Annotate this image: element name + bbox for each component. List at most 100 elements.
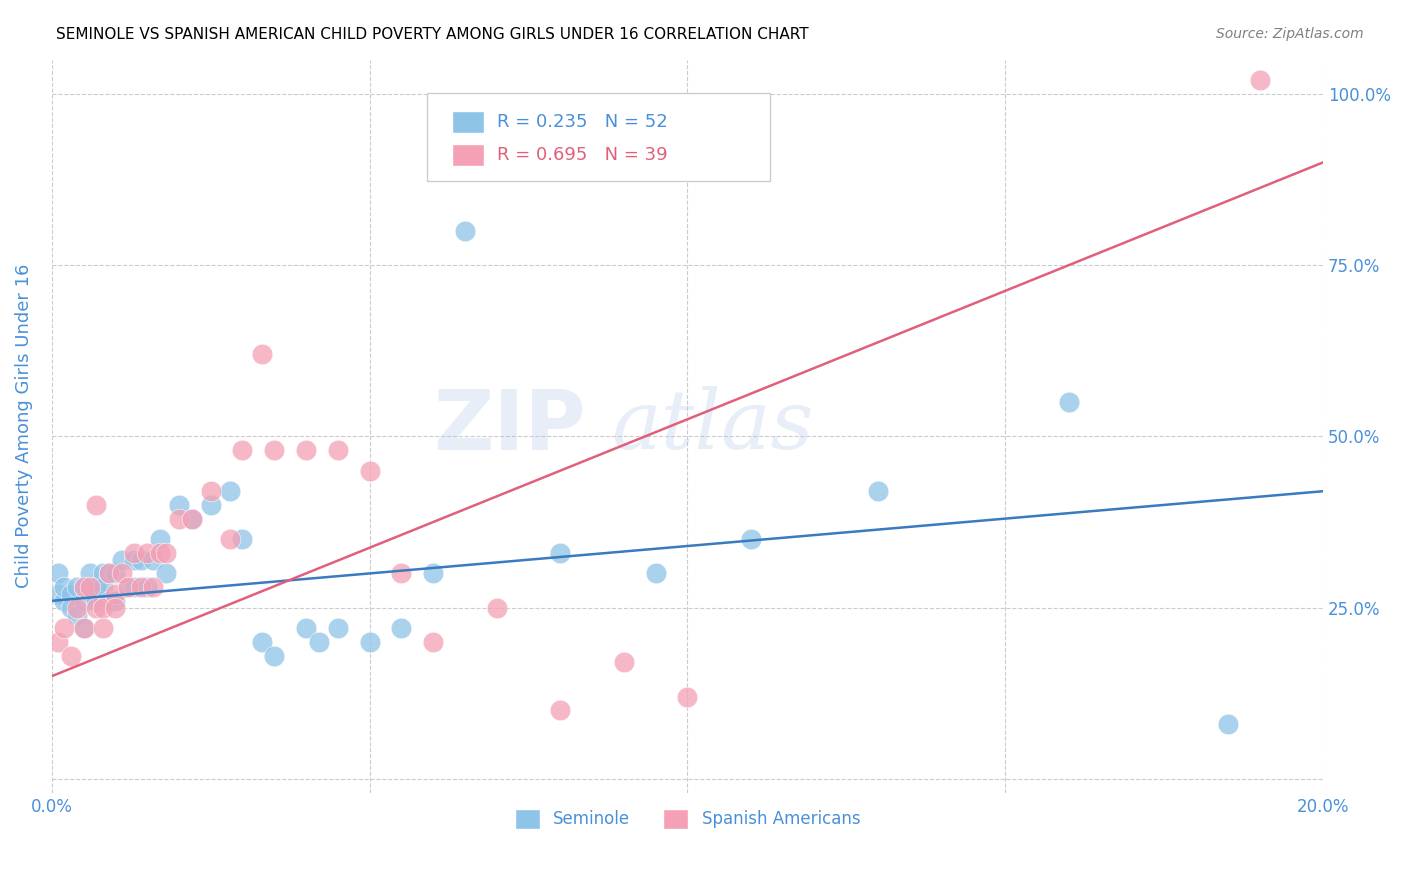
Point xyxy=(97,566,120,581)
Point xyxy=(46,635,69,649)
Text: atlas: atlas xyxy=(612,386,814,467)
FancyBboxPatch shape xyxy=(453,111,484,133)
Point xyxy=(91,621,114,635)
Point xyxy=(84,600,107,615)
Point xyxy=(1249,73,1271,87)
Point xyxy=(326,621,349,635)
Point xyxy=(263,648,285,663)
Point xyxy=(308,635,330,649)
Point xyxy=(359,635,381,649)
Point xyxy=(155,566,177,581)
Point xyxy=(124,580,146,594)
FancyBboxPatch shape xyxy=(427,93,770,180)
Point xyxy=(104,587,127,601)
Point xyxy=(644,566,666,581)
Point xyxy=(359,464,381,478)
Point xyxy=(250,347,273,361)
Point xyxy=(231,443,253,458)
Point xyxy=(79,587,101,601)
Point xyxy=(155,546,177,560)
Point xyxy=(868,484,890,499)
Point xyxy=(46,587,69,601)
Point xyxy=(550,703,572,717)
Text: R = 0.695   N = 39: R = 0.695 N = 39 xyxy=(496,146,668,164)
Point xyxy=(149,546,172,560)
Point xyxy=(389,566,412,581)
Point xyxy=(389,621,412,635)
Point xyxy=(200,498,222,512)
Point xyxy=(84,580,107,594)
Point xyxy=(72,580,94,594)
Point xyxy=(72,580,94,594)
Point xyxy=(550,546,572,560)
Point xyxy=(59,600,82,615)
Point xyxy=(91,580,114,594)
Point xyxy=(136,580,159,594)
Legend: Seminole, Spanish Americans: Seminole, Spanish Americans xyxy=(508,802,868,836)
Point xyxy=(454,224,477,238)
Point xyxy=(97,566,120,581)
Point xyxy=(1216,717,1239,731)
Point xyxy=(59,648,82,663)
Point xyxy=(129,580,152,594)
Point xyxy=(124,552,146,566)
Point xyxy=(46,566,69,581)
Point xyxy=(180,511,202,525)
Point xyxy=(66,600,89,615)
Point xyxy=(422,635,444,649)
Point xyxy=(263,443,285,458)
Point xyxy=(142,580,165,594)
Point xyxy=(84,498,107,512)
Point xyxy=(59,587,82,601)
Point xyxy=(200,484,222,499)
Text: ZIP: ZIP xyxy=(433,385,586,467)
Y-axis label: Child Poverty Among Girls Under 16: Child Poverty Among Girls Under 16 xyxy=(15,264,32,589)
Point xyxy=(180,511,202,525)
Point xyxy=(104,594,127,608)
Text: R = 0.235   N = 52: R = 0.235 N = 52 xyxy=(496,113,668,131)
Point xyxy=(422,566,444,581)
Point xyxy=(84,594,107,608)
FancyBboxPatch shape xyxy=(453,144,484,166)
Point xyxy=(53,594,76,608)
Point xyxy=(66,607,89,622)
Point xyxy=(676,690,699,704)
Point xyxy=(91,600,114,615)
Point xyxy=(142,552,165,566)
Point xyxy=(79,580,101,594)
Point xyxy=(104,566,127,581)
Point xyxy=(117,580,139,594)
Text: SEMINOLE VS SPANISH AMERICAN CHILD POVERTY AMONG GIRLS UNDER 16 CORRELATION CHAR: SEMINOLE VS SPANISH AMERICAN CHILD POVER… xyxy=(56,27,808,42)
Point xyxy=(613,656,636,670)
Point xyxy=(72,594,94,608)
Point xyxy=(129,552,152,566)
Point xyxy=(111,566,134,581)
Point xyxy=(72,621,94,635)
Point xyxy=(117,580,139,594)
Point xyxy=(167,511,190,525)
Point xyxy=(84,580,107,594)
Point xyxy=(218,484,240,499)
Point xyxy=(1057,395,1080,409)
Point xyxy=(231,532,253,546)
Point xyxy=(72,621,94,635)
Point xyxy=(218,532,240,546)
Point xyxy=(104,600,127,615)
Point xyxy=(91,566,114,581)
Point xyxy=(485,600,508,615)
Point xyxy=(66,580,89,594)
Point xyxy=(111,552,134,566)
Point xyxy=(79,566,101,581)
Point xyxy=(53,621,76,635)
Point xyxy=(295,621,318,635)
Point xyxy=(167,498,190,512)
Point xyxy=(295,443,318,458)
Point xyxy=(124,546,146,560)
Point xyxy=(53,580,76,594)
Point xyxy=(97,594,120,608)
Point xyxy=(91,594,114,608)
Point xyxy=(326,443,349,458)
Point xyxy=(740,532,762,546)
Point xyxy=(149,532,172,546)
Text: Source: ZipAtlas.com: Source: ZipAtlas.com xyxy=(1216,27,1364,41)
